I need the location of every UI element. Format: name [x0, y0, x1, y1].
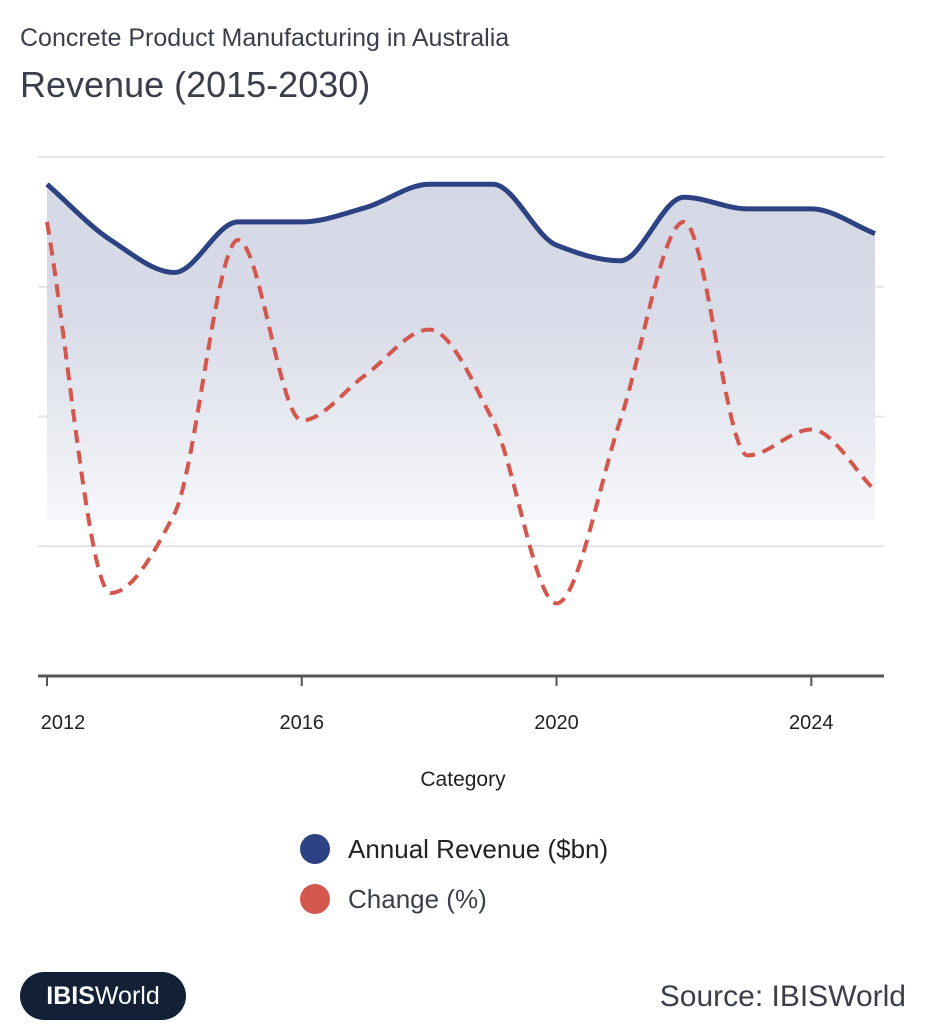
chart: 2012 2016 2020 2024: [38, 156, 884, 734]
revenue-area: [47, 184, 875, 520]
legend-item-change[interactable]: Change (%): [300, 874, 608, 924]
legend-dot-icon: [300, 884, 330, 914]
x-tick-label: 2012: [41, 712, 86, 734]
source-note: Source: IBISWorld: [659, 980, 906, 1013]
x-tick-label: 2020: [534, 712, 579, 734]
legend-item-revenue[interactable]: Annual Revenue ($bn): [300, 824, 608, 874]
x-axis: 2012 2016 2020 2024: [38, 674, 884, 734]
legend: Annual Revenue ($bn) Change (%): [300, 824, 608, 924]
legend-label: Change (%): [348, 883, 487, 914]
x-axis-label: Category: [420, 768, 506, 791]
x-tick-label: 2016: [280, 712, 325, 734]
revenue-line: [45, 181, 876, 275]
chart-subtitle: Concrete Product Manufacturing in Austra…: [20, 24, 510, 52]
x-tick-label: 2024: [789, 712, 834, 734]
ibisworld-logo[interactable]: IBIS World: [20, 972, 186, 1020]
chart-title: Revenue (2015-2030): [20, 64, 371, 105]
legend-dot-icon: [300, 834, 330, 864]
change-line: [45, 219, 877, 606]
legend-label: Annual Revenue ($bn): [348, 833, 609, 864]
